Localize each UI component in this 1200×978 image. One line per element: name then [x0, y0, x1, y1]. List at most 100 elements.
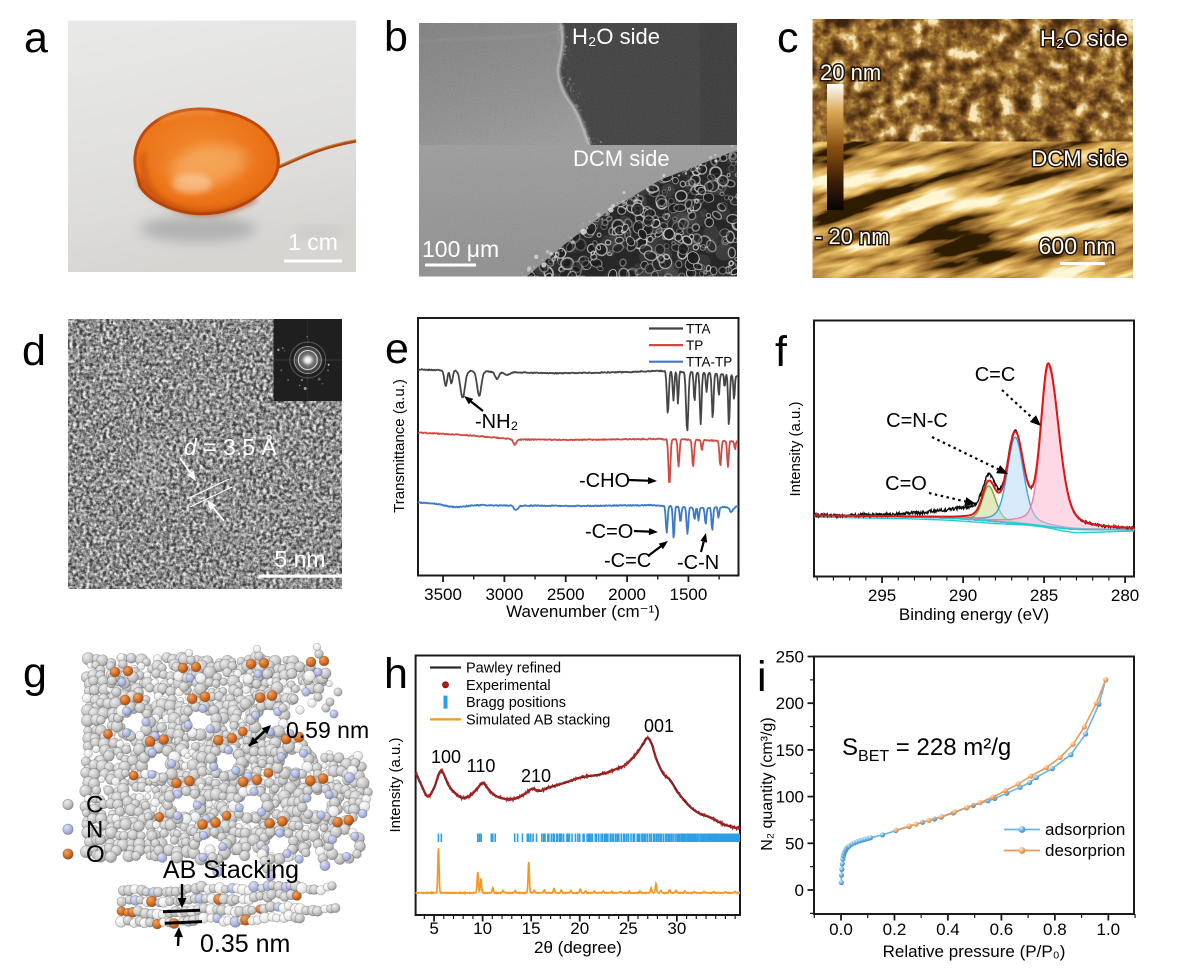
isotherm-x-tick-label: 0.0: [829, 920, 853, 939]
membrane-bottom-edge: [137, 177, 258, 216]
sem-top-group: [419, 23, 737, 145]
isotherm-point: [839, 866, 845, 873]
ftir-arrow-co-head: [648, 528, 658, 536]
fringe-arrow-lower: [212, 507, 225, 522]
isotherm-point: [1057, 754, 1063, 761]
ftir-annotation-nh2: -NH₂: [475, 411, 518, 433]
atom-c: [96, 715, 106, 725]
atom-h: [150, 805, 158, 813]
isotherm-point: [839, 861, 845, 867]
atom-c: [270, 783, 280, 793]
ftir-arrow-cn-head: [700, 533, 708, 543]
wire-shadow: [292, 228, 344, 238]
isotherm-point: [1043, 765, 1049, 771]
isotherm-point: [1081, 724, 1087, 730]
xps-annotation-1: C=N-C: [886, 410, 948, 432]
sem-top-label: H₂O side: [572, 24, 660, 49]
ftir-arrow-cho: [628, 478, 649, 482]
afm-colorbar-top-label: 20 nm: [820, 60, 881, 85]
ftir-annotation-cho: -CHO: [579, 470, 630, 492]
ftir-x-tick-label: 3000: [485, 585, 523, 604]
tem-lattice-fringes: [178, 371, 232, 429]
ftir-y-axis-title: Transmittance (a.u.): [391, 379, 408, 513]
fringe-arrow-upper: [179, 457, 192, 474]
xps-plot-frame: [813, 319, 1135, 578]
isotherm-point: [951, 809, 958, 815]
fft-spot: [321, 382, 324, 385]
afm-bottom-texture-wrap: [812, 141, 1133, 278]
isotherm-x-tick-label: 0.8: [1043, 920, 1067, 939]
scale-bar-label-a: 1 cm: [288, 229, 338, 255]
ftir-curve-tp: [417, 431, 739, 484]
ftir-arrow-co: [633, 529, 650, 533]
isotherm-point: [1083, 731, 1089, 737]
isotherm-point: [977, 800, 983, 806]
scale-bar-a: [284, 259, 342, 263]
ftir-arrow-nh2: [470, 400, 484, 412]
fringe-marker-line-2: [189, 486, 233, 508]
fft-spot: [298, 384, 301, 387]
afm-top-texture: [812, 19, 1133, 142]
isotherm-legend-marker: [1018, 826, 1026, 833]
atom-c: [286, 668, 298, 680]
ftir-arrow-cn: [699, 541, 705, 553]
fft-ring-3: [289, 341, 327, 379]
tem-lattice-fringes: [268, 410, 312, 450]
isotherm-point: [913, 821, 919, 827]
isotherm-point: [1103, 677, 1109, 683]
fft-ring-2: [293, 346, 322, 374]
isotherm-point: [926, 817, 932, 824]
afm-bottom-group: [812, 141, 1133, 278]
atom-c: [156, 722, 168, 733]
panel-e-label: e: [385, 325, 409, 373]
scale-bar-label-b: 100 μm: [422, 236, 499, 262]
sem-bottom-noise: [419, 145, 737, 277]
xps-annotation-0: C=C: [975, 364, 1016, 386]
afm-color-scale-bar: [827, 84, 844, 210]
xps-annotation-arrow-0: [1001, 389, 1034, 420]
tem-group: d = 3.5 Å: [68, 319, 342, 589]
atom-h: [144, 793, 152, 800]
xps-annotation-arrow-2: [928, 491, 966, 503]
membrane-top-edge: [159, 110, 217, 122]
isotherm-plot-frame: [813, 655, 1135, 915]
xps-x-tick-label: 295: [868, 586, 896, 605]
xps-x-axis-title: Binding energy (eV): [899, 605, 1049, 624]
ftir-arrow-cc-head: [658, 541, 668, 550]
panel-i-label: i: [757, 653, 767, 701]
ftir-arrow-cho-head: [647, 477, 657, 485]
atom-c: [190, 741, 201, 752]
isotherm-point: [1028, 773, 1034, 779]
xps-x-tick-label: 285: [1030, 586, 1058, 605]
ftir-x-axis-title: Wavenumber (cm⁻¹): [506, 602, 660, 621]
atom-h: [321, 762, 328, 769]
panel-f-label: f: [775, 328, 787, 376]
panel-h-label: h: [384, 650, 408, 698]
xps-background-line-2: [813, 516, 1135, 534]
afm-colorbar-bottom-label: - 20 nm: [815, 224, 890, 249]
xps-envelope-curve: [813, 362, 1134, 529]
xps-x-tick-label: 280: [1111, 586, 1139, 605]
sem-bottom-label: DCM side: [573, 146, 670, 171]
cof-top-view: [79, 642, 373, 881]
atom-c: [333, 752, 345, 764]
atom-h: [242, 685, 251, 694]
isotherm-point: [1070, 741, 1076, 747]
afm-top-label: H₂O side: [1040, 26, 1128, 51]
ftir-legend-label: TTA-TP: [686, 355, 732, 370]
atom-h: [325, 680, 333, 688]
isotherm-point: [1068, 752, 1074, 758]
isotherm-point: [838, 879, 844, 886]
panel-c-label: c: [777, 14, 799, 62]
isotherm-x-tick-label: 0.6: [990, 920, 1014, 939]
atom-c: [257, 758, 267, 769]
isotherm-point: [893, 827, 899, 833]
scale-bar-b: [425, 263, 476, 267]
isotherm-point: [1003, 787, 1009, 794]
